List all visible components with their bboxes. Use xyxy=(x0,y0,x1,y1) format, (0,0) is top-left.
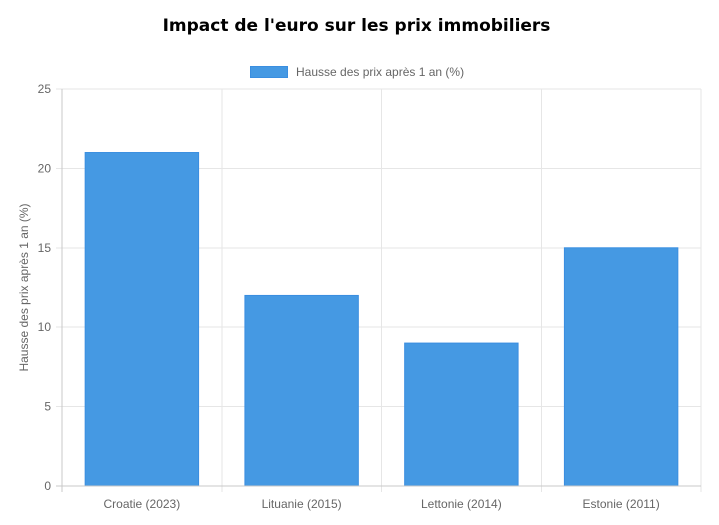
legend[interactable]: Hausse des prix après 1 an (%) xyxy=(250,65,464,79)
y-tick-label: 20 xyxy=(38,161,52,175)
legend-swatch xyxy=(250,66,288,78)
y-tick-label: 25 xyxy=(38,82,52,96)
y-tick-label: 5 xyxy=(44,400,51,414)
bar[interactable] xyxy=(84,152,200,487)
x-tick-label: Croatie (2023) xyxy=(104,497,181,511)
y-tick-label: 0 xyxy=(44,479,51,493)
bar[interactable] xyxy=(404,342,519,487)
bar[interactable] xyxy=(563,247,679,487)
x-tick-label: Lettonie (2014) xyxy=(421,497,502,511)
x-tick-label: Estonie (2011) xyxy=(583,497,660,511)
x-tick-label: Lituanie (2015) xyxy=(262,497,342,511)
y-tick-label: 10 xyxy=(38,320,52,334)
y-tick-label: 15 xyxy=(38,241,52,255)
axes: 0 5 10 15 20 25 Croatie (2023) Lituanie (2015) L… xyxy=(38,82,701,511)
legend-label: Hausse des prix après 1 an (%) xyxy=(296,65,465,79)
bar[interactable] xyxy=(244,294,359,487)
bars xyxy=(84,152,679,487)
y-axis-title: Hausse des prix après 1 an (%) xyxy=(17,203,31,371)
chart-title: Impact de l'euro sur les prix immobilier… xyxy=(162,16,551,36)
